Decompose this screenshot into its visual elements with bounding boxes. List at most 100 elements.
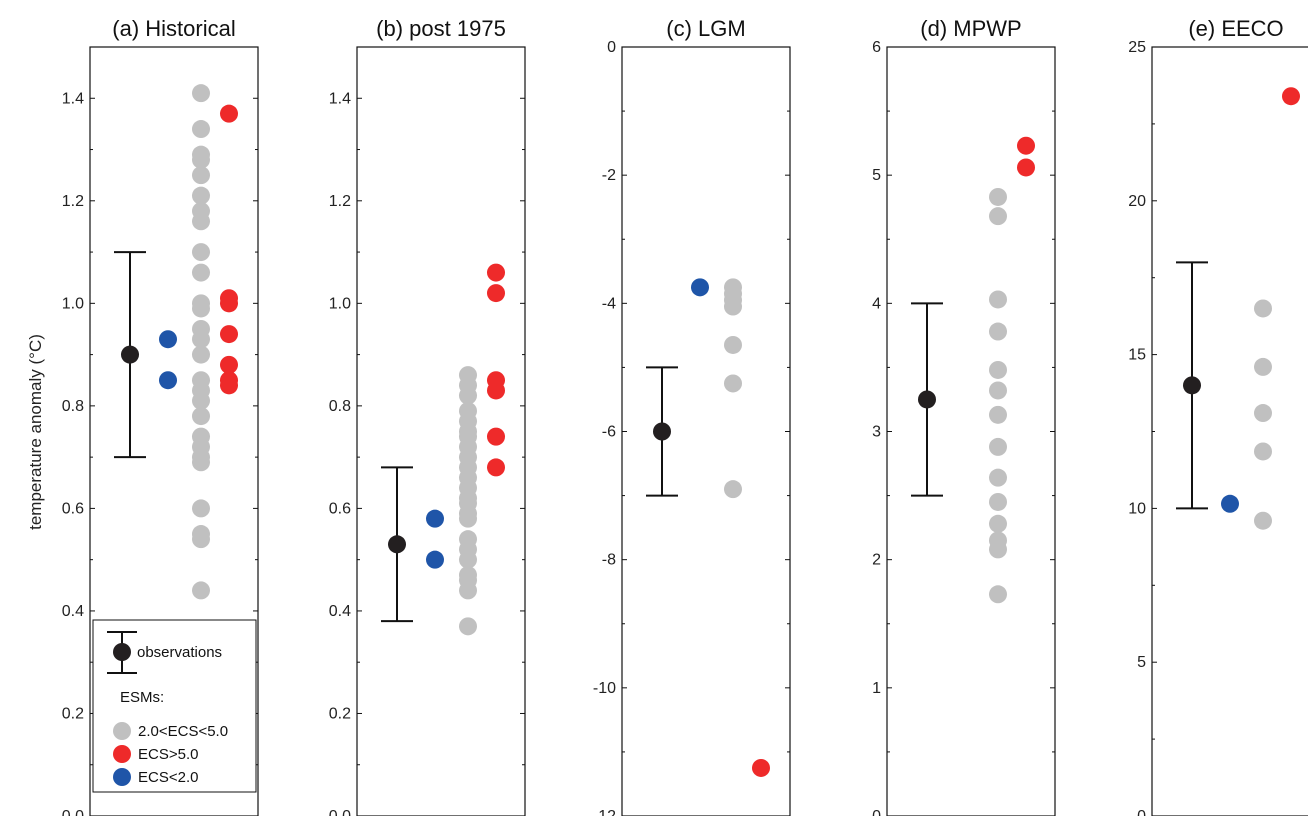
y-tick-label: 0.4: [329, 603, 351, 620]
y-tick-label: 4: [872, 295, 881, 312]
y-tick-label: 5: [872, 167, 881, 184]
mid-ecs-point: [1254, 511, 1272, 530]
high-ecs-point: [220, 104, 238, 123]
y-tick-label: 1.2: [62, 193, 84, 210]
mid-ecs-point: [1254, 404, 1272, 423]
panel-frame: [621, 46, 791, 816]
legend-observations-marker: [113, 643, 131, 661]
mid-ecs-point: [459, 581, 477, 600]
mid-ecs-point: [989, 468, 1007, 487]
y-tick-label: 1.0: [62, 295, 84, 312]
observation-point: [918, 390, 936, 409]
mid-ecs-point: [989, 540, 1007, 559]
high-ecs-point: [1282, 87, 1300, 106]
high-ecs-point: [487, 427, 505, 446]
mid-ecs-point: [1254, 357, 1272, 376]
mid-ecs-point: [989, 322, 1007, 341]
y-tick-label: 1: [872, 680, 881, 697]
observation-point: [388, 535, 406, 554]
high-ecs-point: [487, 284, 505, 303]
panel-title: (a) Historical: [112, 16, 235, 41]
y-tick-label: 20: [1128, 193, 1146, 210]
panel-1: (a) Historical 0.0 0.2 0.4 0.6 0.8 1.0 1.2 1.4: [62, 16, 259, 816]
legend-esms-header: ESMs:: [120, 689, 164, 706]
high-ecs-point: [220, 325, 238, 344]
observation-point: [1183, 376, 1201, 395]
mid-ecs-point: [192, 453, 210, 472]
mid-ecs-point: [989, 492, 1007, 511]
mid-ecs-point: [459, 550, 477, 569]
y-tick-label: 2: [872, 552, 881, 569]
mid-ecs-point: [192, 391, 210, 410]
high-ecs-point: [752, 758, 770, 777]
mid-ecs-point: [192, 212, 210, 231]
mid-ecs-point: [724, 297, 742, 316]
mid-ecs-point: [192, 263, 210, 282]
panel-5: (e) EECO 0 5 10 15 20 25: [1128, 16, 1308, 816]
y-tick-label: -6: [602, 424, 616, 441]
legend-mid-ecs-label: 2.0<ECS<5.0: [138, 723, 228, 740]
panel-title: (c) LGM: [666, 16, 745, 41]
panel-3: (c) LGM -12 -10 -8 -6 -4 -2 0: [593, 16, 791, 816]
legend: observations ESMs: 2.0<ECS<5.0 ECS>5.0 E…: [92, 619, 257, 793]
mid-ecs-point: [989, 514, 1007, 533]
mid-ecs-point: [989, 585, 1007, 604]
low-ecs-point: [159, 371, 177, 390]
y-tick-label: 6: [872, 39, 881, 56]
observation-point: [121, 345, 139, 364]
legend-observations-label: observations: [137, 644, 222, 661]
y-tick-label: 0.0: [62, 808, 84, 816]
y-tick-label: -2: [602, 167, 616, 184]
low-ecs-point: [691, 278, 709, 297]
high-ecs-point: [220, 355, 238, 374]
mid-ecs-point: [459, 617, 477, 636]
mid-ecs-point: [192, 84, 210, 103]
high-ecs-point: [1017, 136, 1035, 155]
y-tick-label: 25: [1128, 39, 1146, 56]
legend-high-ecs-label: ECS>5.0: [138, 746, 198, 763]
legend-high-ecs-marker: [113, 745, 131, 763]
mid-ecs-point: [192, 407, 210, 426]
y-tick-label: 3: [872, 424, 881, 441]
mid-ecs-point: [989, 405, 1007, 424]
mid-ecs-point: [724, 374, 742, 393]
y-tick-label: -4: [602, 295, 616, 312]
mid-ecs-point: [989, 187, 1007, 206]
y-tick-label: 0.8: [329, 398, 351, 415]
mid-ecs-point: [989, 437, 1007, 456]
mid-ecs-point: [989, 290, 1007, 309]
y-tick-label: 0: [1137, 808, 1146, 816]
panel-2: (b) post 1975 0.0 0.2 0.4 0.6 0.8 1.0 1.2 1.4: [329, 16, 526, 816]
mid-ecs-point: [1254, 299, 1272, 318]
y-tick-label: 0: [607, 39, 616, 56]
mid-ecs-point: [989, 381, 1007, 400]
legend-low-ecs-label: ECS<2.0: [138, 769, 198, 786]
y-tick-label: 0.0: [329, 808, 351, 816]
panel-title: (d) MPWP: [920, 16, 1021, 41]
y-tick-label: 1.2: [329, 193, 351, 210]
low-ecs-point: [159, 330, 177, 349]
mid-ecs-point: [192, 243, 210, 262]
high-ecs-point: [487, 458, 505, 477]
high-ecs-point: [487, 381, 505, 400]
mid-ecs-point: [192, 581, 210, 600]
mid-ecs-point: [1254, 442, 1272, 461]
y-tick-label: 0.2: [62, 705, 84, 722]
panel-frame: [89, 46, 259, 816]
y-tick-label: 0.8: [62, 398, 84, 415]
legend-low-ecs-marker: [113, 768, 131, 786]
low-ecs-point: [426, 509, 444, 528]
y-tick-label: 0.4: [62, 603, 84, 620]
high-ecs-point: [220, 376, 238, 395]
panel-frame: [356, 46, 526, 816]
panel-title: (b) post 1975: [376, 16, 506, 41]
mid-ecs-point: [192, 186, 210, 205]
high-ecs-point: [1017, 158, 1035, 177]
mid-ecs-point: [192, 530, 210, 549]
mid-ecs-point: [724, 480, 742, 499]
y-tick-label: 1.0: [329, 295, 351, 312]
panel-title: (e) EECO: [1188, 16, 1283, 41]
mid-ecs-point: [724, 335, 742, 354]
mid-ecs-point: [192, 166, 210, 185]
